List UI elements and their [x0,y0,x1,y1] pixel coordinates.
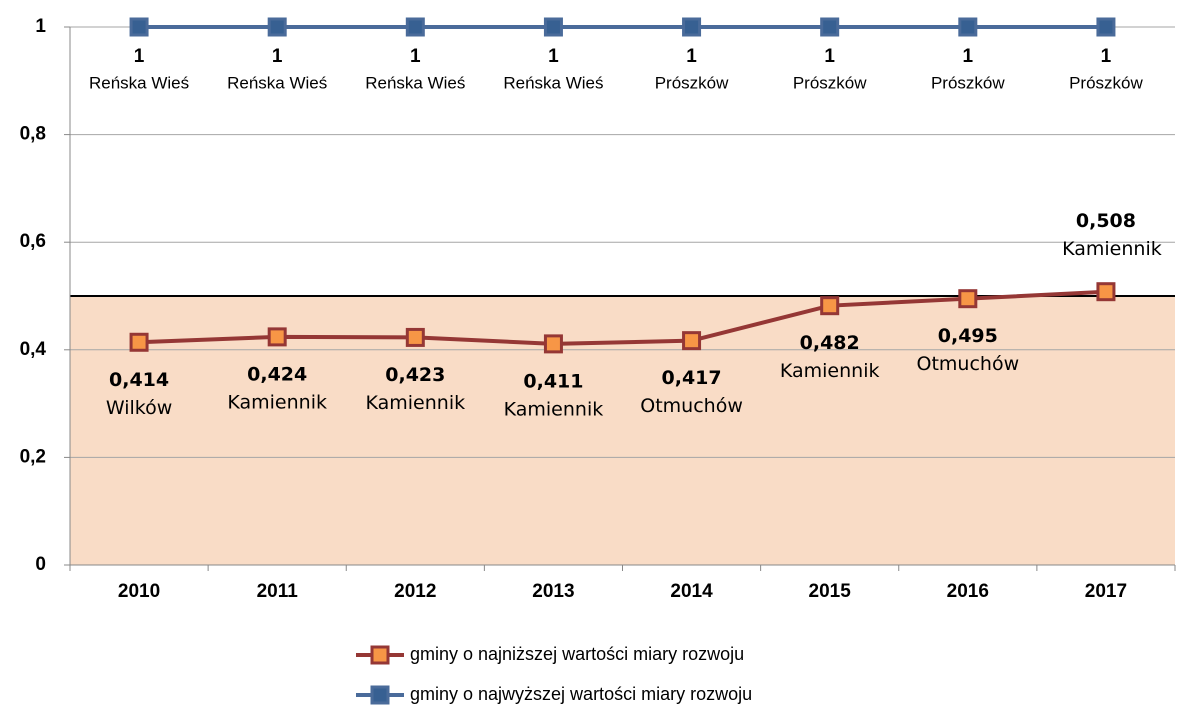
marker [1096,282,1116,302]
data-label: 1 [686,46,697,67]
data-label: 1 [963,46,974,67]
x-tick-label: 2015 [809,581,852,602]
data-label: 1 [824,46,835,67]
point-label: Kamiennik [780,360,880,382]
marker [543,17,563,37]
point-label: Kamiennik [1062,238,1162,260]
y-tick-label: 0,4 [20,339,47,360]
x-tick-label: 2010 [118,581,160,602]
data-label: 1 [134,46,145,67]
marker [682,331,702,351]
x-tick-label: 2016 [947,581,989,602]
marker [267,17,287,37]
data-label: 1 [548,46,559,67]
data-label: 0,414 [109,369,169,391]
legend-marker [370,645,390,665]
data-label: 0,495 [938,325,998,347]
data-label: 0,417 [662,367,722,389]
y-tick-label: 1 [35,16,46,37]
point-label: Reńska Wieś [365,73,465,92]
reference-band [70,296,1175,565]
point-label: Kamiennik [366,392,466,414]
data-label: 0,411 [523,370,583,392]
data-label: 0,508 [1076,210,1136,232]
y-tick-label: 0,6 [20,231,46,252]
point-label: Prószków [931,73,1005,92]
y-tick-label: 0,8 [20,124,46,145]
x-tick-label: 2013 [532,581,574,602]
marker [129,332,149,352]
x-tick-label: 2017 [1085,581,1127,602]
data-label: 1 [410,46,421,67]
point-label: Reńska Wieś [227,73,327,92]
marker [267,327,287,347]
y-tick-label: 0 [35,554,46,575]
marker [820,296,840,316]
data-label: 1 [1101,46,1112,67]
legend-marker [370,685,390,705]
x-tick-label: 2014 [670,581,713,602]
marker [129,17,149,37]
legend-label: gminy o najniższej wartości miary rozwoj… [410,644,744,664]
data-label: 0,482 [800,332,860,354]
point-label: Kamiennik [504,398,604,420]
x-tick-label: 2011 [257,581,299,602]
marker [543,334,563,354]
point-label: Reńska Wieś [89,73,189,92]
point-label: Kamiennik [227,391,327,413]
point-label: Prószków [655,73,729,92]
y-tick-label: 0,2 [20,446,46,467]
data-label: 0,423 [385,364,445,386]
data-label: 0,424 [247,363,307,385]
x-tick-label: 2012 [394,581,436,602]
marker [958,17,978,37]
legend-label: gminy o najwyższej wartości miary rozwoj… [410,684,752,704]
data-label: 1 [272,46,283,67]
marker [958,289,978,309]
point-label: Prószków [1069,73,1143,92]
series-line [138,289,1107,346]
marker [405,17,425,37]
marker [820,17,840,37]
point-label: Reńska Wieś [503,73,603,92]
point-label: Wilków [106,397,172,419]
marker [405,327,425,347]
point-label: Otmuchów [917,353,1020,375]
point-label: Prószków [793,73,867,92]
marker [682,17,702,37]
marker [1096,17,1116,37]
point-label: Otmuchów [640,395,743,417]
